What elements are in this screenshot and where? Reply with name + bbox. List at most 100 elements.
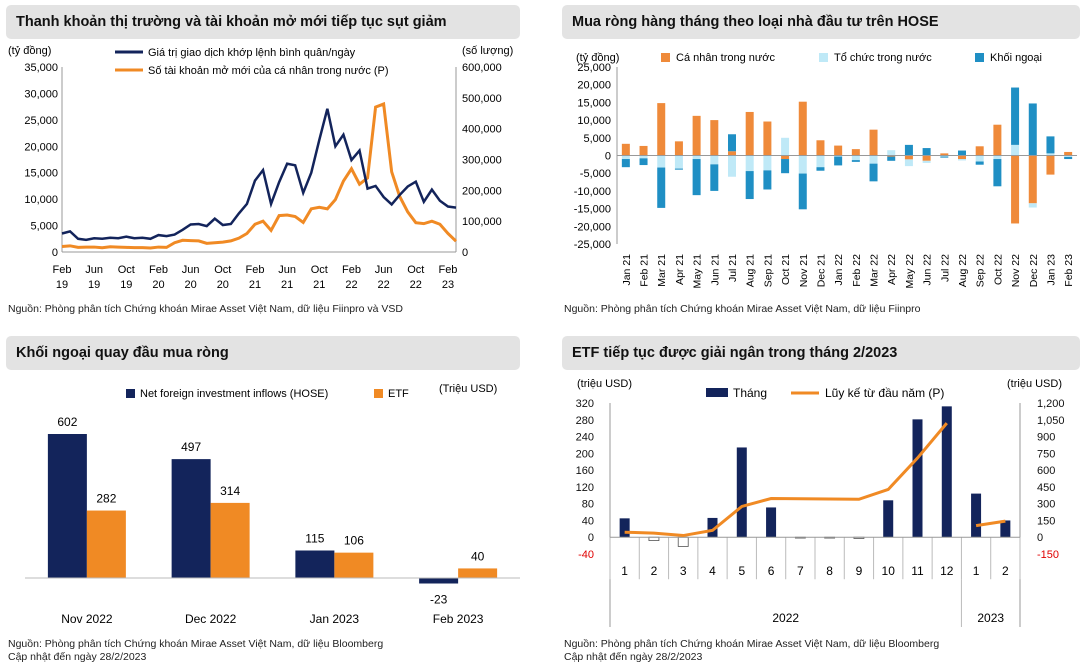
chart3-x-tick: Nov 2022 bbox=[61, 612, 113, 626]
chart2-bar-institution bbox=[887, 150, 896, 156]
chart4-etf-flows: (triệu USD) (triệu USD)-40040801201602002… bbox=[576, 378, 1065, 627]
chart4-right-tick: 150 bbox=[1037, 515, 1055, 527]
chart2-bar-individual bbox=[993, 124, 1002, 156]
chart2-bar-institution bbox=[993, 155, 1002, 160]
chart2-bar-foreign bbox=[887, 156, 896, 161]
chart4-updated: Cập nhật đến ngày 28/2/2023 bbox=[564, 651, 703, 663]
chart1-x-tick-month: Oct bbox=[407, 264, 424, 276]
chart4-legend-cumulative: Lũy kế từ đầu năm (P) bbox=[825, 386, 944, 400]
chart4-right-tick: 1,200 bbox=[1037, 398, 1065, 410]
chart4-right-tick: 900 bbox=[1037, 432, 1055, 444]
chart4-source: Nguồn: Phòng phân tích Chứng khoán Mirae… bbox=[564, 638, 940, 650]
chart4-bar-monthly bbox=[707, 517, 718, 538]
chart2-bar-institution bbox=[657, 155, 666, 168]
chart2-bar-institution bbox=[958, 159, 966, 161]
chart3-x-tick: Feb 2023 bbox=[433, 612, 484, 626]
chart2-bar-individual bbox=[745, 111, 754, 156]
chart2-x-tick: Dec 21 bbox=[815, 254, 827, 287]
chart1-x-tick-month: Jun bbox=[375, 264, 393, 276]
chart3-data-label-net-foreign: -23 bbox=[430, 593, 448, 607]
chart1-legend-trading-value: Giá trị giao dịch khớp lệnh bình quân/ng… bbox=[148, 47, 356, 59]
chart2-bar-foreign bbox=[1011, 87, 1020, 145]
chart2-bar-foreign bbox=[834, 156, 843, 166]
chart4-series-cumulative-2023 bbox=[975, 519, 1006, 528]
chart4-x-tick: 2 bbox=[651, 564, 658, 578]
chart4-x-tick: 4 bbox=[709, 564, 716, 578]
chart1-right-unit: (số lượng) bbox=[462, 45, 513, 57]
chart3-bar-net-foreign bbox=[295, 550, 335, 578]
chart4-right-tick: 1,050 bbox=[1037, 415, 1065, 427]
chart1-left-tick: 30,000 bbox=[24, 88, 58, 100]
chart1-right-tick: 100,000 bbox=[462, 216, 502, 228]
chart3-bar-net-foreign bbox=[171, 459, 211, 578]
chart2-y-tick: 20,000 bbox=[577, 80, 611, 92]
chart2-title: Mua ròng hàng tháng theo loại nhà đầu tư… bbox=[562, 5, 1080, 39]
chart2-bar-foreign bbox=[922, 148, 931, 156]
chart3-data-label-etf: 314 bbox=[220, 484, 240, 498]
chart4-right-tick: 750 bbox=[1037, 448, 1055, 460]
chart2-x-tick: Mar 21 bbox=[656, 254, 668, 287]
chart2-x-tick: Jan 22 bbox=[833, 254, 845, 286]
chart1-x-tick-year: 21 bbox=[281, 279, 293, 291]
chart1-x-tick-month: Feb bbox=[342, 264, 361, 276]
chart1-x-tick-month: Feb bbox=[53, 264, 72, 276]
chart4-bar-monthly bbox=[619, 518, 630, 538]
chart2-bar-individual bbox=[1028, 155, 1037, 204]
chart2-bar-individual bbox=[1011, 155, 1020, 224]
chart2-bar-foreign bbox=[869, 163, 878, 182]
chart1-x-tick-year: 21 bbox=[249, 279, 261, 291]
chart3-legend-net-foreign: Net foreign investment inflows (HOSE) bbox=[140, 388, 328, 400]
chart2-y-tick: 10,000 bbox=[577, 115, 611, 127]
chart2-legend-foreign: Khối ngoại bbox=[990, 52, 1042, 64]
chart1-right-tick: 0 bbox=[462, 247, 468, 259]
chart2-bar-foreign bbox=[940, 156, 949, 158]
chart2-y-tick: 0 bbox=[605, 151, 611, 163]
chart2-bar-individual bbox=[834, 145, 843, 156]
chart1-left-tick: 25,000 bbox=[24, 115, 58, 127]
chart2-bar-individual bbox=[798, 101, 807, 156]
chart1-left-unit: (tỷ đồng) bbox=[8, 45, 51, 57]
chart2-bar-individual bbox=[692, 115, 701, 156]
chart1-right-tick: 500,000 bbox=[462, 93, 502, 105]
chart3-data-label-net-foreign: 602 bbox=[57, 415, 77, 429]
chart2-x-tick: Jun 22 bbox=[922, 254, 934, 286]
chart1-right-tick: 200,000 bbox=[462, 185, 502, 197]
chart2-bar-individual bbox=[851, 149, 860, 156]
chart2-bar-individual bbox=[763, 121, 772, 156]
chart2-bar-foreign bbox=[639, 158, 648, 166]
chart4-title: ETF tiếp tục được giải ngân trong tháng … bbox=[562, 336, 1080, 370]
chart2-bar-foreign bbox=[745, 171, 754, 200]
chart2-bar-institution bbox=[834, 155, 843, 157]
chart1-right-tick: 400,000 bbox=[462, 124, 502, 136]
chart4-x-tick: 1 bbox=[973, 564, 980, 578]
chart4-right-tick: 600 bbox=[1037, 465, 1055, 477]
chart3-x-tick: Dec 2022 bbox=[185, 612, 237, 626]
chart2-bar-institution bbox=[798, 155, 807, 174]
chart2-x-tick: Aug 21 bbox=[745, 254, 757, 287]
chart2-bar-foreign bbox=[798, 173, 807, 210]
chart2-x-tick: Apr 22 bbox=[886, 254, 898, 285]
chart2-bar-foreign bbox=[851, 160, 860, 162]
chart4-bar-monthly bbox=[736, 447, 747, 538]
chart2-x-tick: Apr 21 bbox=[674, 254, 686, 285]
chart1-liquidity-accounts: (tỷ đồng) (số lượng) 0 5,000 10,000 15,000 20,… bbox=[8, 45, 513, 291]
chart2-bar-institution bbox=[816, 155, 825, 168]
chart4-left-tick: 40 bbox=[582, 515, 594, 527]
chart2-bar-individual bbox=[710, 120, 719, 156]
chart1-x-tick-year: 19 bbox=[56, 279, 68, 291]
chart2-bar-foreign bbox=[1064, 156, 1073, 160]
chart2-bar-foreign bbox=[904, 144, 913, 156]
chart1-source: Nguồn: Phòng phân tích Chứng khoán Mirae… bbox=[8, 303, 403, 315]
chart2-x-tick: Jan 23 bbox=[1045, 254, 1057, 286]
chart2-bar-institution bbox=[639, 155, 648, 159]
chart2-legend-individual: Cá nhân trong nước bbox=[676, 52, 775, 64]
chart2-bar-foreign bbox=[674, 168, 683, 170]
chart2-bar-individual bbox=[1064, 151, 1073, 156]
chart2-legend-institution-marker bbox=[819, 53, 828, 62]
chart2-bar-individual bbox=[904, 155, 913, 160]
chart1-x-tick-month: Feb bbox=[149, 264, 168, 276]
chart2-bar-individual bbox=[639, 145, 648, 156]
chart2-bar-institution bbox=[621, 155, 630, 160]
chart2-bar-institution bbox=[745, 155, 754, 172]
chart4-bar-monthly bbox=[883, 500, 894, 538]
